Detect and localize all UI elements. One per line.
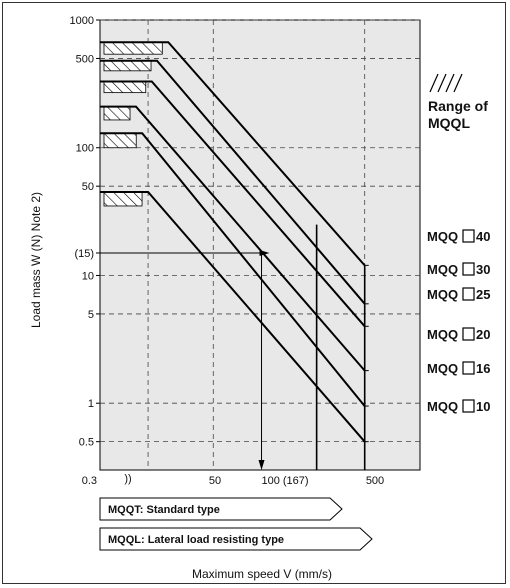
svg-text:40: 40 bbox=[476, 229, 490, 244]
example-arrowhead bbox=[258, 460, 265, 470]
model-label-10: MQQ 10 bbox=[427, 399, 490, 414]
legend-hatch-icon bbox=[429, 73, 463, 93]
series-line bbox=[100, 105, 366, 372]
y-axis-label: Load mass W (N) Note 2) bbox=[29, 192, 43, 328]
type-arrow-standard: MQQT: Standard type bbox=[99, 497, 343, 521]
chart-frame bbox=[2, 2, 506, 584]
model-label-25: MQQ 25 bbox=[427, 287, 490, 302]
x-tick-label-500: 500 bbox=[366, 475, 384, 487]
y-tick-label: 50 bbox=[82, 181, 94, 193]
y-tick-label: 0.5 bbox=[79, 437, 94, 449]
x-tick-label-50: 50 bbox=[209, 475, 221, 487]
y-tick-label: 1 bbox=[88, 398, 94, 410]
svg-text:MQQ: MQQ bbox=[427, 361, 458, 376]
legend-label-range-of: Range of bbox=[428, 98, 488, 114]
mqql-range-hatches bbox=[103, 41, 163, 207]
series-line bbox=[100, 41, 366, 267]
x-tick-label-100-167: 100 (167) bbox=[261, 475, 308, 487]
series-line bbox=[100, 59, 366, 305]
model-label-16: MQQ 16 bbox=[427, 361, 490, 376]
mqql-hatch-band bbox=[103, 191, 143, 207]
y-tick-label: 5 bbox=[88, 309, 94, 321]
svg-text:10: 10 bbox=[476, 399, 490, 414]
y-tick-label: (15) bbox=[74, 248, 94, 260]
y-tick-label: 10 bbox=[82, 270, 94, 282]
type-label-standard: MQQT: Standard type bbox=[108, 504, 220, 516]
legend-label-mqql: MQQL bbox=[428, 115, 470, 131]
model-label-20: MQQ 20 bbox=[427, 327, 490, 342]
svg-text:16: 16 bbox=[476, 361, 490, 376]
mqql-hatch-band bbox=[103, 132, 137, 149]
plot-area bbox=[99, 19, 421, 471]
annotation-lines bbox=[100, 224, 366, 470]
svg-text:MQQ: MQQ bbox=[427, 327, 458, 342]
svg-text:MQQ: MQQ bbox=[427, 399, 458, 414]
y-tick-label: 100 bbox=[76, 143, 94, 155]
mqql-hatch-band bbox=[103, 41, 163, 55]
y-tick-label: 500 bbox=[76, 53, 94, 65]
series-line bbox=[100, 80, 366, 327]
svg-text:25: 25 bbox=[476, 287, 490, 302]
series-line bbox=[100, 191, 366, 443]
x-axis-label: Maximum speed V (mm/s) bbox=[192, 567, 332, 581]
svg-text:30: 30 bbox=[476, 262, 490, 277]
series-line bbox=[100, 132, 366, 407]
x-break-symbol: )) bbox=[124, 473, 131, 485]
model-label-40: MQQ 40 bbox=[427, 229, 490, 244]
svg-text:MQQ: MQQ bbox=[427, 262, 458, 277]
type-arrow-lateral: MQQL: Lateral load resisting type bbox=[99, 527, 373, 551]
type-label-lateral: MQQL: Lateral load resisting type bbox=[108, 534, 284, 546]
svg-text:20: 20 bbox=[476, 327, 490, 342]
x-tick-label-03: 0.3 bbox=[82, 475, 97, 487]
mqql-hatch-band bbox=[103, 81, 147, 94]
gridlines bbox=[100, 19, 420, 470]
y-tick-label: 1000 bbox=[70, 15, 94, 27]
mqql-hatch-band bbox=[103, 60, 152, 72]
mqql-hatch-band bbox=[103, 106, 131, 121]
model-label-30: MQQ 30 bbox=[427, 262, 490, 277]
svg-text:MQQ: MQQ bbox=[427, 229, 458, 244]
svg-text:MQQ: MQQ bbox=[427, 287, 458, 302]
series-lines bbox=[100, 41, 369, 443]
y-tick-labels: 0.5 1 5 10 (15) 50 100 500 1000 bbox=[70, 15, 100, 449]
